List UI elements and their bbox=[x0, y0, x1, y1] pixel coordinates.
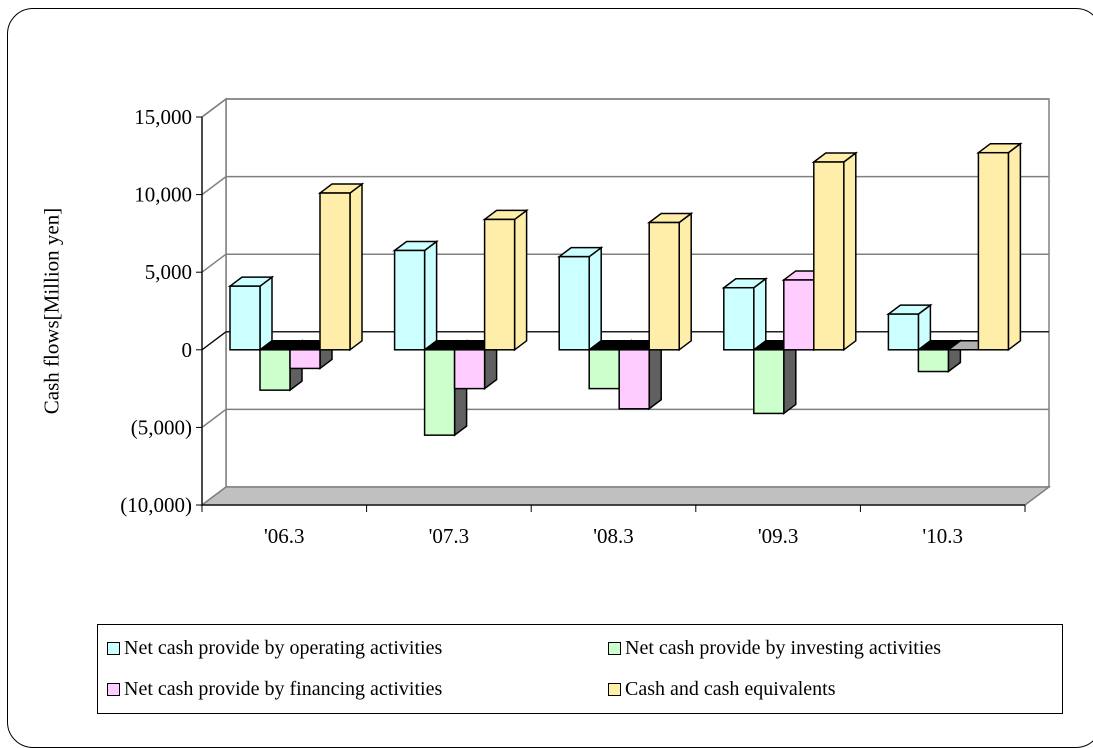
x-tick-label: '07.3 bbox=[429, 524, 470, 548]
bar-1 bbox=[588, 349, 620, 390]
bar-side-3 bbox=[843, 151, 857, 352]
zero-line bbox=[201, 331, 1049, 351]
legend-item-financing: Net cash provide by financing activities bbox=[107, 678, 442, 701]
bar-1 bbox=[753, 349, 785, 415]
legend: Net cash provide by operating activities… bbox=[97, 624, 1063, 714]
y-tick-label: 10,000 bbox=[134, 183, 192, 207]
plot-floor bbox=[199, 486, 1052, 506]
bar-3 bbox=[813, 161, 845, 351]
x-tick-label: '08.3 bbox=[593, 524, 634, 548]
bar-side-2 bbox=[648, 339, 662, 411]
bar-side-3 bbox=[513, 208, 528, 352]
bar-1 bbox=[259, 349, 291, 391]
bar-2 bbox=[618, 349, 650, 410]
plot-side-wall bbox=[201, 97, 227, 507]
bar-1 bbox=[423, 349, 456, 436]
bar-0 bbox=[393, 249, 426, 351]
bar-0 bbox=[558, 255, 590, 351]
x-tick-label: '06.3 bbox=[264, 524, 305, 548]
x-tick-label: '09.3 bbox=[758, 524, 799, 548]
legend-label-investing: Net cash provide by investing activities bbox=[625, 637, 942, 659]
bar-3 bbox=[977, 151, 1010, 351]
bar-0 bbox=[887, 313, 920, 351]
bar-2 bbox=[453, 349, 486, 390]
bar-0 bbox=[229, 285, 261, 351]
legend-label-financing: Net cash provide by financing activities bbox=[124, 678, 443, 700]
gridline bbox=[201, 253, 1049, 273]
y-tick-label: (5,000) bbox=[131, 415, 192, 439]
bar-side-0 bbox=[753, 277, 767, 352]
y-tick-label: 5,000 bbox=[145, 260, 192, 284]
bar-side-0 bbox=[423, 239, 438, 352]
x-tick-label: '10.3 bbox=[922, 524, 963, 548]
bar-2 bbox=[783, 279, 815, 351]
bar-side-3 bbox=[678, 212, 692, 352]
y-tick-label: 0 bbox=[182, 338, 193, 362]
y-tick-label: (10,000) bbox=[120, 493, 192, 517]
legend-swatch-cash bbox=[608, 683, 621, 696]
gridline bbox=[201, 175, 1049, 196]
bar-2 bbox=[289, 349, 321, 370]
bar-side-3 bbox=[349, 182, 363, 352]
bar-1 bbox=[917, 349, 950, 373]
legend-swatch-operating bbox=[107, 642, 120, 655]
legend-item-operating: Net cash provide by operating activities bbox=[107, 637, 442, 660]
gridline bbox=[201, 98, 1049, 118]
legend-swatch-investing bbox=[608, 642, 621, 655]
legend-label-operating: Net cash provide by operating activities bbox=[124, 637, 443, 659]
bar-3 bbox=[648, 221, 680, 351]
bar-3 bbox=[319, 192, 351, 351]
y-tick-label: 15,000 bbox=[134, 105, 192, 129]
bar-side-3 bbox=[1007, 142, 1022, 352]
bar-side-0 bbox=[588, 246, 602, 352]
legend-item-cash: Cash and cash equivalents bbox=[608, 678, 836, 701]
bar-side-0 bbox=[259, 275, 273, 352]
legend-swatch-financing bbox=[107, 683, 120, 696]
y-axis-label: Cash flows[Million yen] bbox=[39, 207, 64, 415]
bar-3 bbox=[483, 218, 516, 351]
bar-side-1 bbox=[783, 339, 797, 415]
bar-0 bbox=[723, 286, 755, 351]
legend-item-investing: Net cash provide by investing activities bbox=[608, 637, 941, 660]
legend-label-cash: Cash and cash equivalents bbox=[625, 678, 836, 700]
